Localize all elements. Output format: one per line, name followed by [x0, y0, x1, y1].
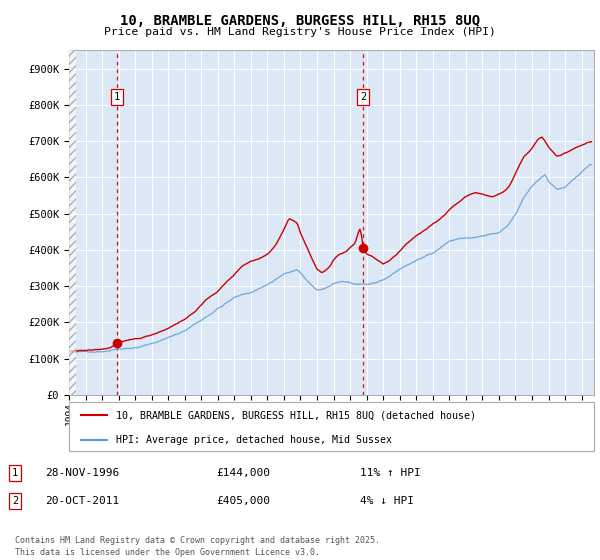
Text: 28-NOV-1996: 28-NOV-1996: [45, 468, 119, 478]
Text: 10, BRAMBLE GARDENS, BURGESS HILL, RH15 8UQ (detached house): 10, BRAMBLE GARDENS, BURGESS HILL, RH15 …: [116, 410, 476, 421]
Text: 2: 2: [12, 496, 18, 506]
Text: £144,000: £144,000: [216, 468, 270, 478]
Text: 1: 1: [114, 92, 121, 102]
FancyBboxPatch shape: [69, 402, 594, 451]
Text: 1: 1: [12, 468, 18, 478]
Text: 20-OCT-2011: 20-OCT-2011: [45, 496, 119, 506]
Bar: [69, 50, 76, 395]
Text: 11% ↑ HPI: 11% ↑ HPI: [360, 468, 421, 478]
Text: 4% ↓ HPI: 4% ↓ HPI: [360, 496, 414, 506]
Text: HPI: Average price, detached house, Mid Sussex: HPI: Average price, detached house, Mid …: [116, 435, 392, 445]
Text: 10, BRAMBLE GARDENS, BURGESS HILL, RH15 8UQ: 10, BRAMBLE GARDENS, BURGESS HILL, RH15 …: [120, 14, 480, 28]
Text: £405,000: £405,000: [216, 496, 270, 506]
Text: Price paid vs. HM Land Registry's House Price Index (HPI): Price paid vs. HM Land Registry's House …: [104, 27, 496, 37]
Text: Contains HM Land Registry data © Crown copyright and database right 2025.
This d: Contains HM Land Registry data © Crown c…: [15, 536, 380, 557]
Text: 2: 2: [360, 92, 367, 102]
